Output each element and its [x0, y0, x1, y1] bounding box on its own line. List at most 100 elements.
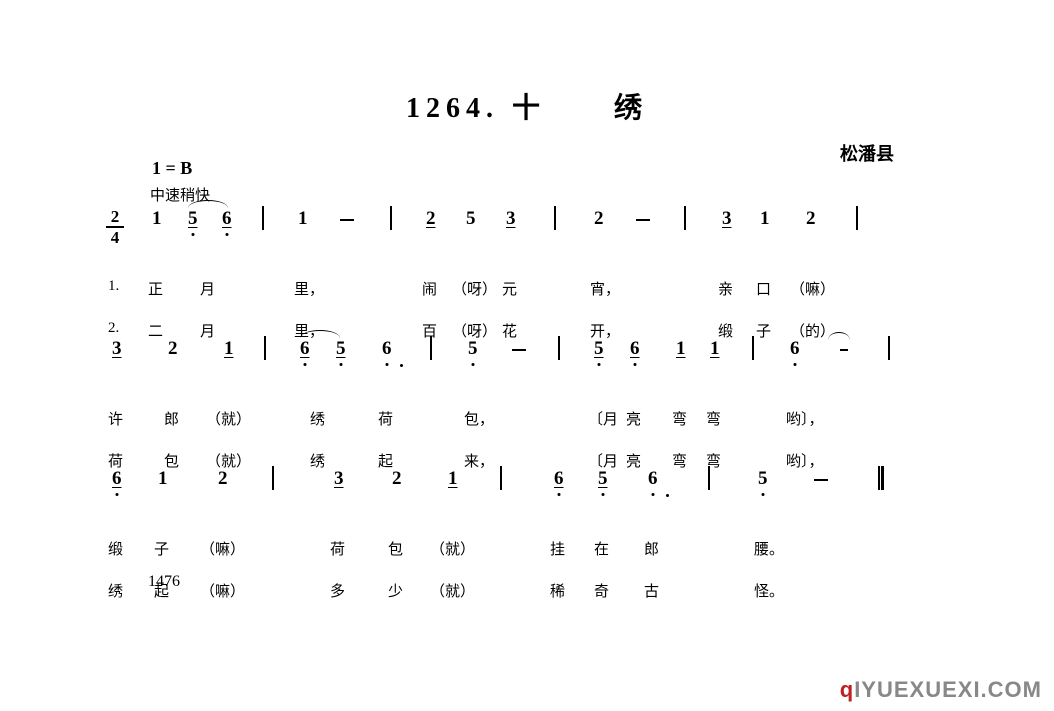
- lyric-syllable: 少: [388, 580, 403, 601]
- lyric-syllable: （就）: [430, 580, 475, 601]
- note: 1: [298, 208, 308, 230]
- lyric-syllable: 怪。: [754, 580, 784, 601]
- barline: [888, 336, 890, 360]
- barline: [856, 206, 858, 230]
- lyric-syllable: （嘛）: [790, 278, 835, 299]
- watermark-q: q: [840, 677, 854, 702]
- lyric-syllable: 郎: [644, 538, 659, 559]
- note: 5: [598, 468, 608, 490]
- lyric-syllable: 包，: [464, 408, 494, 429]
- region-label: 松潘县: [840, 140, 894, 166]
- watermark: qIYUEXUEXI.COM: [840, 677, 1042, 703]
- key-signature: 1 = B: [152, 158, 192, 179]
- watermark-text: IYUEXUEXI.COM: [854, 677, 1042, 702]
- note: 3: [506, 208, 516, 230]
- barline: [262, 206, 264, 230]
- lyric-syllable: 宵，: [590, 278, 620, 299]
- note: 5: [758, 468, 768, 490]
- lyric-syllable: 荷: [330, 538, 345, 559]
- barline: [684, 206, 686, 230]
- barline: [430, 336, 432, 360]
- note: 2: [594, 208, 604, 230]
- note: 3: [334, 468, 344, 490]
- note: 6: [554, 468, 564, 490]
- note: 1: [224, 338, 234, 360]
- note: 2: [168, 338, 178, 360]
- lyric-line: 1.正月里，闹（呀）元宵，亲口（嘛）: [100, 278, 900, 300]
- lyric-syllable: 稀: [550, 580, 565, 601]
- lyric-syllable: 月: [200, 278, 215, 299]
- barline: [554, 206, 556, 230]
- note: 1: [676, 338, 686, 360]
- note: 5: [336, 338, 346, 360]
- barline: [500, 466, 502, 490]
- notes-line: 3 2 1 6 5 6 5 5 6 1 1 6: [100, 338, 900, 378]
- lyric-syllable: 多: [330, 580, 345, 601]
- lyric-syllable: （呀）: [452, 278, 497, 299]
- lyric-syllable: 缎: [108, 538, 123, 559]
- rest-dash: [840, 349, 848, 351]
- note: 3: [112, 338, 122, 360]
- note: 1: [448, 468, 458, 490]
- lyric-syllable: 元: [502, 278, 517, 299]
- note: 2: [426, 208, 436, 230]
- lyric-syllable: （嘛）: [200, 580, 245, 601]
- page-number: 1476: [148, 573, 180, 591]
- notes-line: 15612532312: [100, 208, 900, 248]
- lyric-syllable: 郎: [164, 408, 179, 429]
- rest-dash: [512, 349, 526, 351]
- note: 5: [188, 208, 198, 230]
- note: 6: [790, 338, 800, 360]
- note: 2: [218, 468, 228, 490]
- lyric-syllable: 绣: [108, 580, 123, 601]
- lyric-line: 绣起（嘛）多少（就）稀奇古怪。: [100, 580, 900, 602]
- note: 2: [392, 468, 402, 490]
- lyric-syllable: 口: [756, 278, 771, 299]
- note: 5: [594, 338, 604, 360]
- barline: [272, 466, 274, 490]
- verse-number: 1.: [108, 278, 119, 295]
- rest-dash: [814, 479, 828, 481]
- barline: [558, 336, 560, 360]
- barline: [390, 206, 392, 230]
- lyric-syllable: 哟〕，: [786, 408, 824, 429]
- staff-row: 156125323121.正月里，闹（呀）元宵，亲口（嘛）2.二月里，百（呀）花…: [100, 208, 900, 292]
- note: 3: [722, 208, 732, 230]
- verse-number: 2.: [108, 320, 119, 337]
- note: 6: [382, 338, 392, 360]
- lyric-line: 许郎（就）绣荷包，〔月亮弯弯哟〕，: [100, 408, 900, 430]
- lyric-syllable: 亲: [718, 278, 733, 299]
- rest-dash: [340, 219, 354, 221]
- duration-dot: [666, 494, 669, 497]
- final-barline: [878, 466, 884, 490]
- notes-line: 6123216565: [100, 468, 900, 508]
- lyric-syllable: 弯: [672, 408, 687, 429]
- note: 1: [158, 468, 168, 490]
- lyric-syllable: 许: [108, 408, 123, 429]
- lyric-syllable: （就）: [206, 408, 251, 429]
- lyric-syllable: 荷: [378, 408, 393, 429]
- lyric-syllable: 子: [154, 538, 169, 559]
- lyric-syllable: 古: [644, 580, 659, 601]
- barline: [264, 336, 266, 360]
- lyric-syllable: 在: [594, 538, 609, 559]
- tie-mark: [188, 200, 228, 208]
- lyric-syllable: 腰。: [754, 538, 784, 559]
- duration-dot: [400, 364, 403, 367]
- note: 1: [710, 338, 720, 360]
- lyric-syllable: （就）: [430, 538, 475, 559]
- note: 5: [468, 338, 478, 360]
- note: 6: [300, 338, 310, 360]
- barline: [708, 466, 710, 490]
- lyric-syllable: 包: [388, 538, 403, 559]
- lyric-syllable: 奇: [594, 580, 609, 601]
- note: 6: [630, 338, 640, 360]
- lyric-syllable: 闹: [422, 278, 437, 299]
- lyric-syllable: 亮: [626, 408, 641, 429]
- lyric-syllable: 里，: [294, 278, 324, 299]
- note: 1: [760, 208, 770, 230]
- lyric-line: 缎子（嘛）荷包（就）挂在郎腰。: [100, 538, 900, 560]
- barline: [752, 336, 754, 360]
- staff-row: 6123216565缎子（嘛）荷包（就）挂在郎腰。绣起（嘛）多少（就）稀奇古怪。: [100, 468, 900, 552]
- staff-row: 321656556116许郎（就）绣荷包，〔月亮弯弯哟〕，荷包（就）绣起来，〔月…: [100, 338, 900, 422]
